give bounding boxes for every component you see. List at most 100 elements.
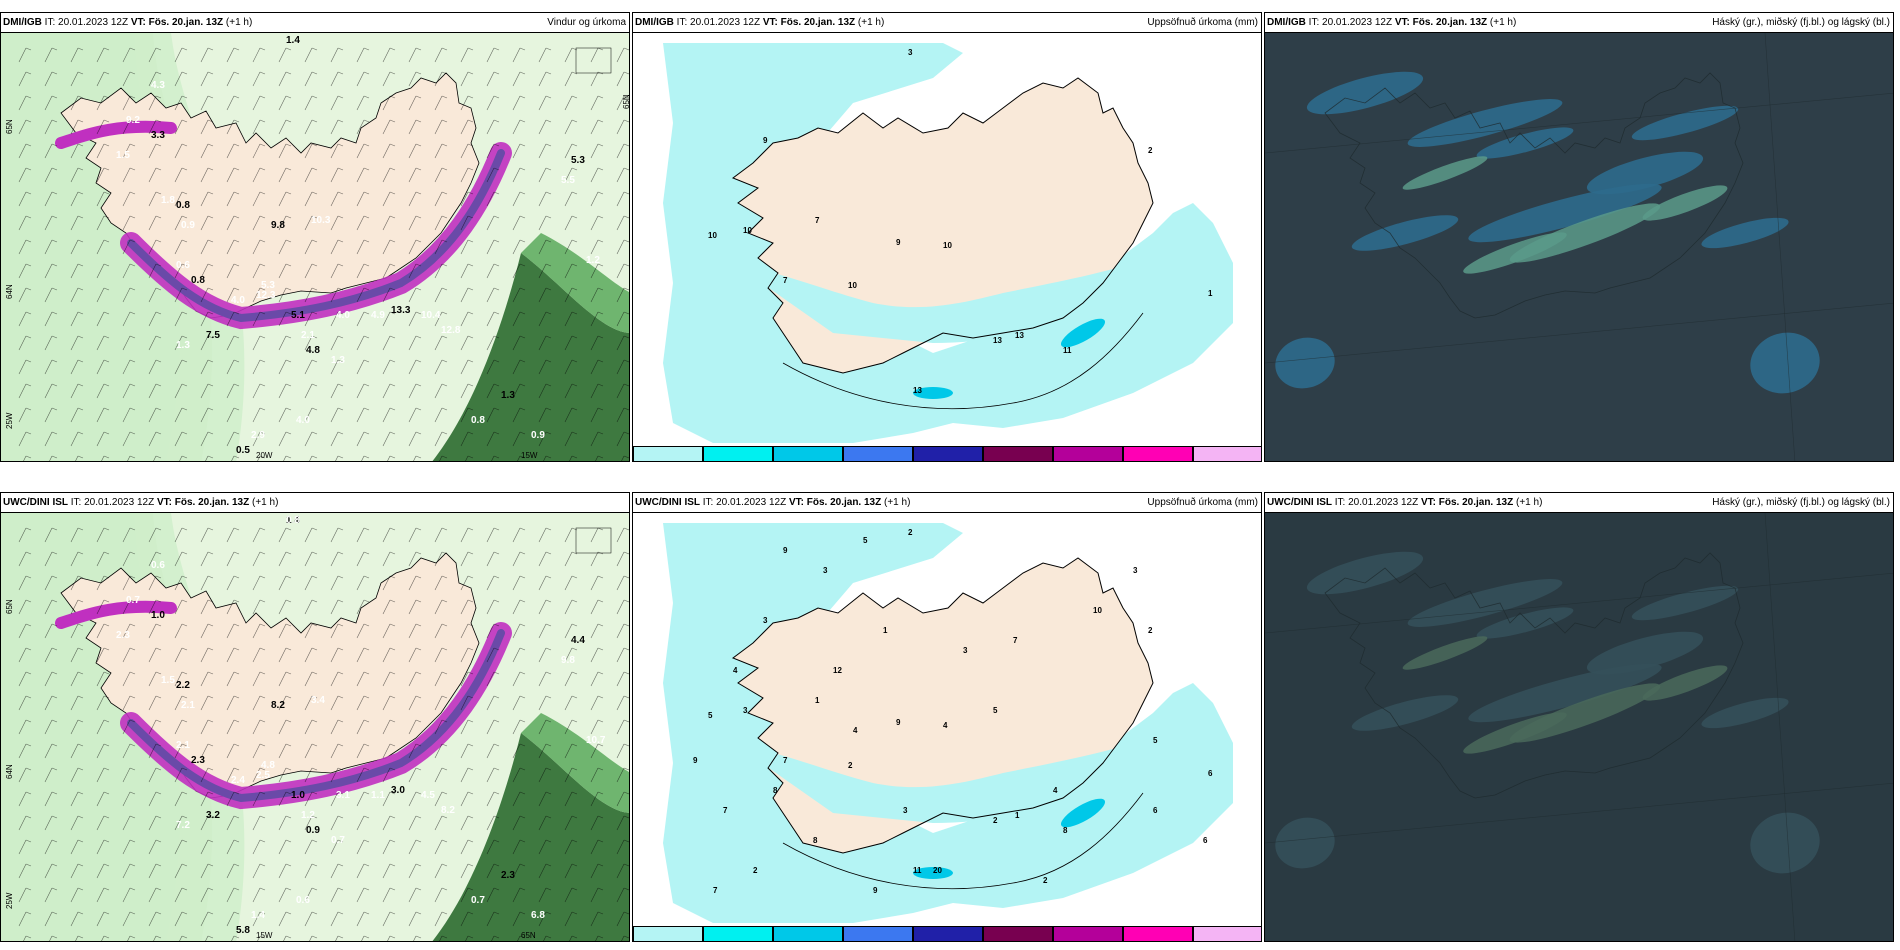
wind-barb	[96, 167, 105, 183]
wind-barb	[70, 551, 79, 567]
wind-barb	[181, 143, 188, 147]
wind-barb	[278, 551, 287, 567]
wind-barb	[127, 935, 131, 941]
wind-barb	[538, 623, 547, 639]
wind-barb	[623, 383, 629, 387]
wind-barb	[129, 143, 136, 147]
wind-barb	[278, 911, 287, 927]
wind-barb	[226, 863, 235, 879]
wind-barb	[486, 695, 495, 711]
wind-barb	[330, 143, 339, 159]
wind-barb	[174, 887, 183, 903]
wind-barb	[129, 335, 136, 339]
wind-barb	[356, 599, 365, 615]
wind-barb	[389, 431, 396, 435]
wind-barb	[285, 95, 292, 99]
wind-barb	[155, 95, 162, 99]
wind-barb	[441, 431, 448, 435]
wind-barb	[174, 791, 183, 807]
wind-barb	[519, 839, 526, 843]
wind-barb	[18, 791, 27, 807]
wind-barb	[174, 551, 183, 567]
wind-barb	[96, 671, 105, 687]
wind-barb	[465, 455, 469, 461]
wind-barb	[623, 887, 629, 891]
wind-barb	[70, 119, 79, 135]
wind-barb	[337, 767, 344, 771]
wind-barb	[304, 431, 313, 447]
wind-barb	[285, 335, 292, 339]
wind-barb	[616, 647, 625, 663]
wind-barb	[226, 647, 235, 663]
wind-barb	[226, 263, 235, 279]
wind-barb	[512, 431, 521, 447]
wind-barb	[259, 791, 266, 795]
wind-barb	[155, 527, 162, 531]
wind-barb	[278, 311, 287, 327]
wind-barb	[311, 335, 318, 339]
wind-barb	[18, 335, 27, 351]
wind-barb	[434, 647, 443, 663]
wind-barb	[129, 263, 136, 267]
wind-barb	[467, 143, 474, 147]
wind-barb	[252, 335, 261, 351]
wind-barb	[51, 95, 58, 99]
precip-value: 1.4	[286, 515, 300, 526]
wind-barb	[18, 575, 27, 591]
legend-swatch	[1053, 446, 1123, 461]
accum-value: 13	[913, 386, 922, 395]
wind-barb	[564, 383, 573, 399]
wind-barb	[259, 167, 266, 171]
wind-barb	[415, 143, 422, 147]
wind-barb	[174, 143, 183, 159]
wind-barb	[597, 695, 604, 699]
wind-barb	[233, 47, 240, 51]
wind-barb	[363, 935, 370, 939]
wind-barb	[174, 719, 183, 735]
accum-value: 1	[1015, 811, 1020, 820]
wind-barb	[545, 791, 552, 795]
precip-value: 4.0	[336, 310, 350, 321]
wind-barb	[51, 311, 58, 315]
wind-barb	[200, 551, 209, 567]
wind-barb	[70, 671, 79, 687]
wind-barb	[18, 743, 27, 759]
wind-barb	[538, 359, 547, 375]
cloud-panel-uwc: UWC/DINI ISL IT: 20.01.2023 12Z VT: Fös.…	[1264, 492, 1894, 942]
wind-barb	[363, 263, 370, 267]
wind-barb	[389, 407, 396, 411]
wind-barb	[70, 263, 79, 279]
wind-barb	[467, 551, 474, 555]
wind-barb	[44, 167, 53, 183]
wind-barb	[51, 167, 58, 171]
wind-barb	[597, 839, 604, 843]
wind-barb	[233, 527, 240, 531]
wind-barb	[538, 527, 547, 543]
wind-barb	[545, 839, 552, 843]
wind-barb	[285, 431, 292, 435]
wind-barb	[44, 527, 53, 543]
wind-barb	[408, 695, 417, 711]
wind-barb	[122, 383, 131, 399]
wind-barb	[545, 935, 552, 939]
wind-barb	[408, 383, 417, 399]
wind-barb	[564, 719, 573, 735]
wind-barb	[519, 47, 526, 51]
wind-barb	[467, 215, 474, 219]
wind-barb	[571, 887, 578, 891]
wind-barb	[304, 887, 313, 903]
wind-barb	[103, 311, 110, 315]
wind-barb	[226, 71, 235, 87]
wind-barb	[493, 71, 500, 75]
wind-barb	[77, 143, 84, 147]
wind-barb	[129, 311, 136, 315]
wind-barb	[252, 143, 261, 159]
wind-barb	[226, 695, 235, 711]
grid-line	[1265, 92, 1893, 154]
wind-barb	[77, 215, 84, 219]
legend-swatch	[1123, 446, 1193, 461]
cloud-cover	[1351, 695, 1459, 731]
wind-barb	[155, 431, 162, 435]
wind-barb	[415, 215, 422, 219]
wind-barb	[200, 167, 209, 183]
